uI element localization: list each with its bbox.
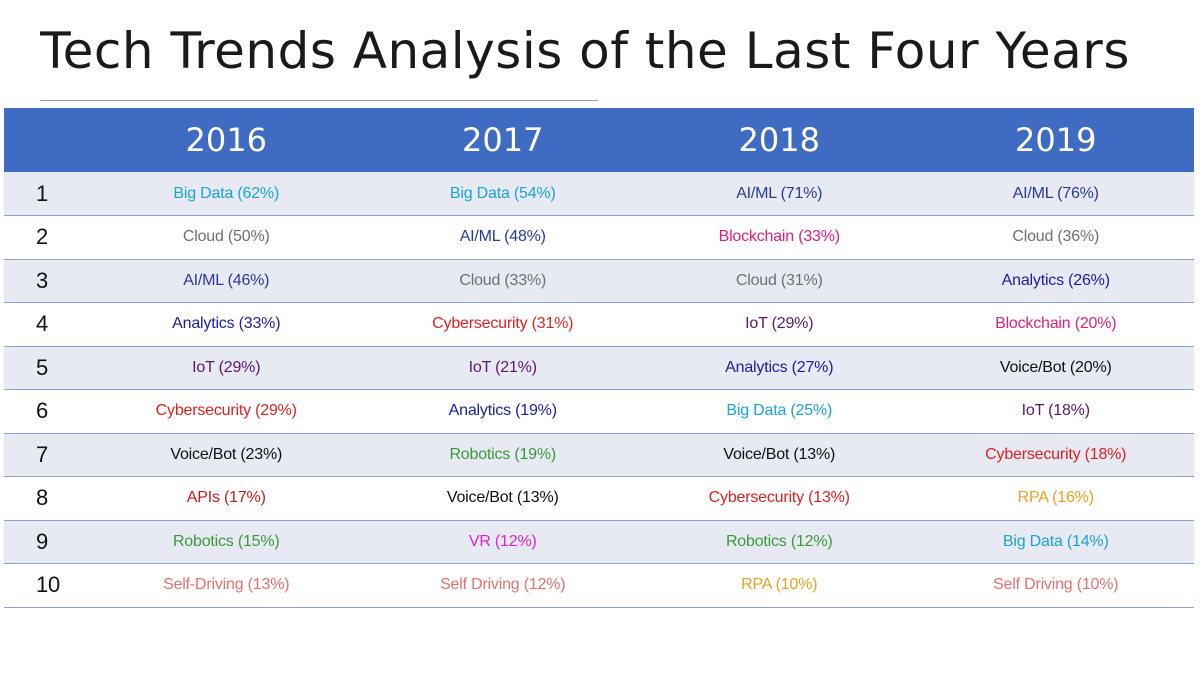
trend-cell: IoT (18%) bbox=[917, 389, 1194, 434]
trend-cell: Big Data (14%) bbox=[917, 520, 1194, 564]
table-row: 5 IoT (29%) IoT (21%) Analytics (27%) Vo… bbox=[4, 346, 1194, 390]
trend-cell: RPA (10%) bbox=[641, 563, 918, 608]
year-header: 2016 bbox=[185, 121, 267, 159]
title-underline bbox=[40, 100, 598, 101]
trend-cell: Voice/Bot (23%) bbox=[88, 433, 365, 477]
rank-cell: 3 bbox=[4, 259, 88, 303]
trend-cell: Robotics (19%) bbox=[364, 433, 641, 477]
trend-cell: Self Driving (12%) bbox=[364, 563, 641, 608]
trend-cell: Big Data (54%) bbox=[364, 172, 641, 216]
table-row: 7 Voice/Bot (23%) Robotics (19%) Voice/B… bbox=[4, 433, 1194, 477]
trend-cell: AI/ML (46%) bbox=[88, 259, 365, 303]
year-header: 2019 bbox=[1015, 121, 1097, 159]
trend-cell: Cloud (36%) bbox=[917, 215, 1194, 260]
trend-cell: Analytics (27%) bbox=[641, 346, 918, 390]
rank-header bbox=[4, 108, 88, 172]
trend-cell: Cloud (50%) bbox=[88, 215, 365, 260]
trend-cell: Big Data (25%) bbox=[641, 389, 918, 434]
year-header: 2017 bbox=[462, 121, 544, 159]
year-header: 2018 bbox=[738, 121, 820, 159]
table-row: 10 Self-Driving (13%) Self Driving (12%)… bbox=[4, 563, 1194, 608]
rank-cell: 4 bbox=[4, 302, 88, 347]
trend-cell: RPA (16%) bbox=[917, 476, 1194, 521]
trend-cell: Voice/Bot (13%) bbox=[641, 433, 918, 477]
table-row: 1 Big Data (62%) Big Data (54%) AI/ML (7… bbox=[4, 172, 1194, 216]
trend-cell: AI/ML (48%) bbox=[364, 215, 641, 260]
table-row: 6 Cybersecurity (29%) Analytics (19%) Bi… bbox=[4, 389, 1194, 434]
trend-cell: Blockchain (33%) bbox=[641, 215, 918, 260]
trends-table: 2016 2017 2018 2019 1 Big Data (62%) Big… bbox=[4, 108, 1194, 608]
trend-cell: Voice/Bot (13%) bbox=[364, 476, 641, 521]
trend-cell: Cybersecurity (31%) bbox=[364, 302, 641, 347]
table-row: 3 AI/ML (46%) Cloud (33%) Cloud (31%) An… bbox=[4, 259, 1194, 303]
rank-cell: 8 bbox=[4, 476, 88, 521]
table-body: 1 Big Data (62%) Big Data (54%) AI/ML (7… bbox=[4, 172, 1194, 608]
trend-cell: Big Data (62%) bbox=[88, 172, 365, 216]
rank-cell: 10 bbox=[4, 563, 88, 608]
trend-cell: IoT (29%) bbox=[641, 302, 918, 347]
table-row: 9 Robotics (15%) VR (12%) Robotics (12%)… bbox=[4, 520, 1194, 564]
header-row: 2016 2017 2018 2019 bbox=[4, 108, 1194, 172]
trend-cell: AI/ML (76%) bbox=[917, 172, 1194, 216]
trend-cell: Cloud (31%) bbox=[641, 259, 918, 303]
table-row: 8 APIs (17%) Voice/Bot (13%) Cybersecuri… bbox=[4, 476, 1194, 521]
trend-cell: Analytics (33%) bbox=[88, 302, 365, 347]
trend-cell: Robotics (12%) bbox=[641, 520, 918, 564]
trend-cell: Analytics (19%) bbox=[364, 389, 641, 434]
trend-cell: Cybersecurity (18%) bbox=[917, 433, 1194, 477]
trend-cell: IoT (29%) bbox=[88, 346, 365, 390]
rank-cell: 9 bbox=[4, 520, 88, 564]
rank-cell: 2 bbox=[4, 215, 88, 260]
trend-cell: Analytics (26%) bbox=[917, 259, 1194, 303]
trend-cell: Robotics (15%) bbox=[88, 520, 365, 564]
trend-cell: AI/ML (71%) bbox=[641, 172, 918, 216]
trend-cell: VR (12%) bbox=[364, 520, 641, 564]
trend-cell: Blockchain (20%) bbox=[917, 302, 1194, 347]
trend-cell: Cloud (33%) bbox=[364, 259, 641, 303]
table-row: 2 Cloud (50%) AI/ML (48%) Blockchain (33… bbox=[4, 215, 1194, 260]
table-header: 2016 2017 2018 2019 bbox=[4, 108, 1194, 172]
rank-cell: 1 bbox=[4, 172, 88, 216]
rank-cell: 5 bbox=[4, 346, 88, 390]
trend-cell: Self Driving (10%) bbox=[917, 563, 1194, 608]
trend-cell: APIs (17%) bbox=[88, 476, 365, 521]
table-row: 4 Analytics (33%) Cybersecurity (31%) Io… bbox=[4, 302, 1194, 347]
trend-cell: Self-Driving (13%) bbox=[88, 563, 365, 608]
trend-cell: Cybersecurity (13%) bbox=[641, 476, 918, 521]
page-title: Tech Trends Analysis of the Last Four Ye… bbox=[40, 22, 1130, 80]
trend-cell: Cybersecurity (29%) bbox=[88, 389, 365, 434]
rank-cell: 6 bbox=[4, 389, 88, 434]
rank-cell: 7 bbox=[4, 433, 88, 477]
trend-cell: IoT (21%) bbox=[364, 346, 641, 390]
trend-cell: Voice/Bot (20%) bbox=[917, 346, 1194, 390]
